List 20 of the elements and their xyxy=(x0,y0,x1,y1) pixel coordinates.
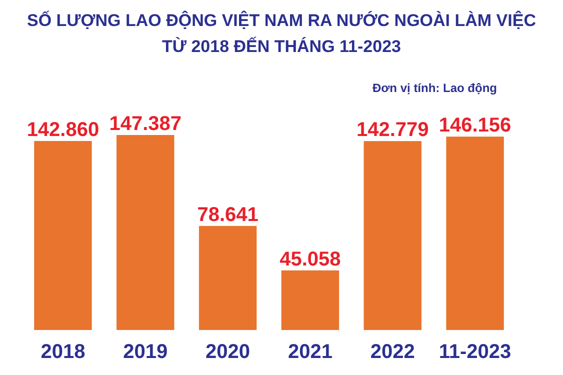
text: Đơn vị tính: Lao động xyxy=(372,81,497,95)
bar xyxy=(446,136,504,330)
chart-title: SỐ LƯỢNG LAO ĐỘNG VIỆT NAM RA NƯỚC NGOÀI LÀM VIỆC TỪ 2018 ĐẾN THÁNG 11-2023 xyxy=(27,10,536,56)
bar xyxy=(34,140,92,330)
bar xyxy=(281,270,340,330)
bar xyxy=(364,141,422,330)
x-tick-label: 2021 xyxy=(288,341,332,363)
data-label: 142.860 xyxy=(26,118,100,141)
bar xyxy=(116,135,174,330)
data-label: 45.058 xyxy=(280,248,341,270)
data-label: 142.779 xyxy=(356,119,429,142)
data-label: 147.387 xyxy=(109,113,182,135)
x-tick-label: 2022 xyxy=(370,341,415,363)
data-label: 146.156 xyxy=(438,114,512,137)
x-tick-label: 2019 xyxy=(123,341,168,363)
x-tick-label: 2020 xyxy=(206,341,250,363)
bar xyxy=(198,226,257,330)
x-tick-label: 11-2023 xyxy=(438,341,512,363)
data-label: 78.641 xyxy=(197,204,258,226)
x-tick-label: 2018 xyxy=(40,341,86,363)
